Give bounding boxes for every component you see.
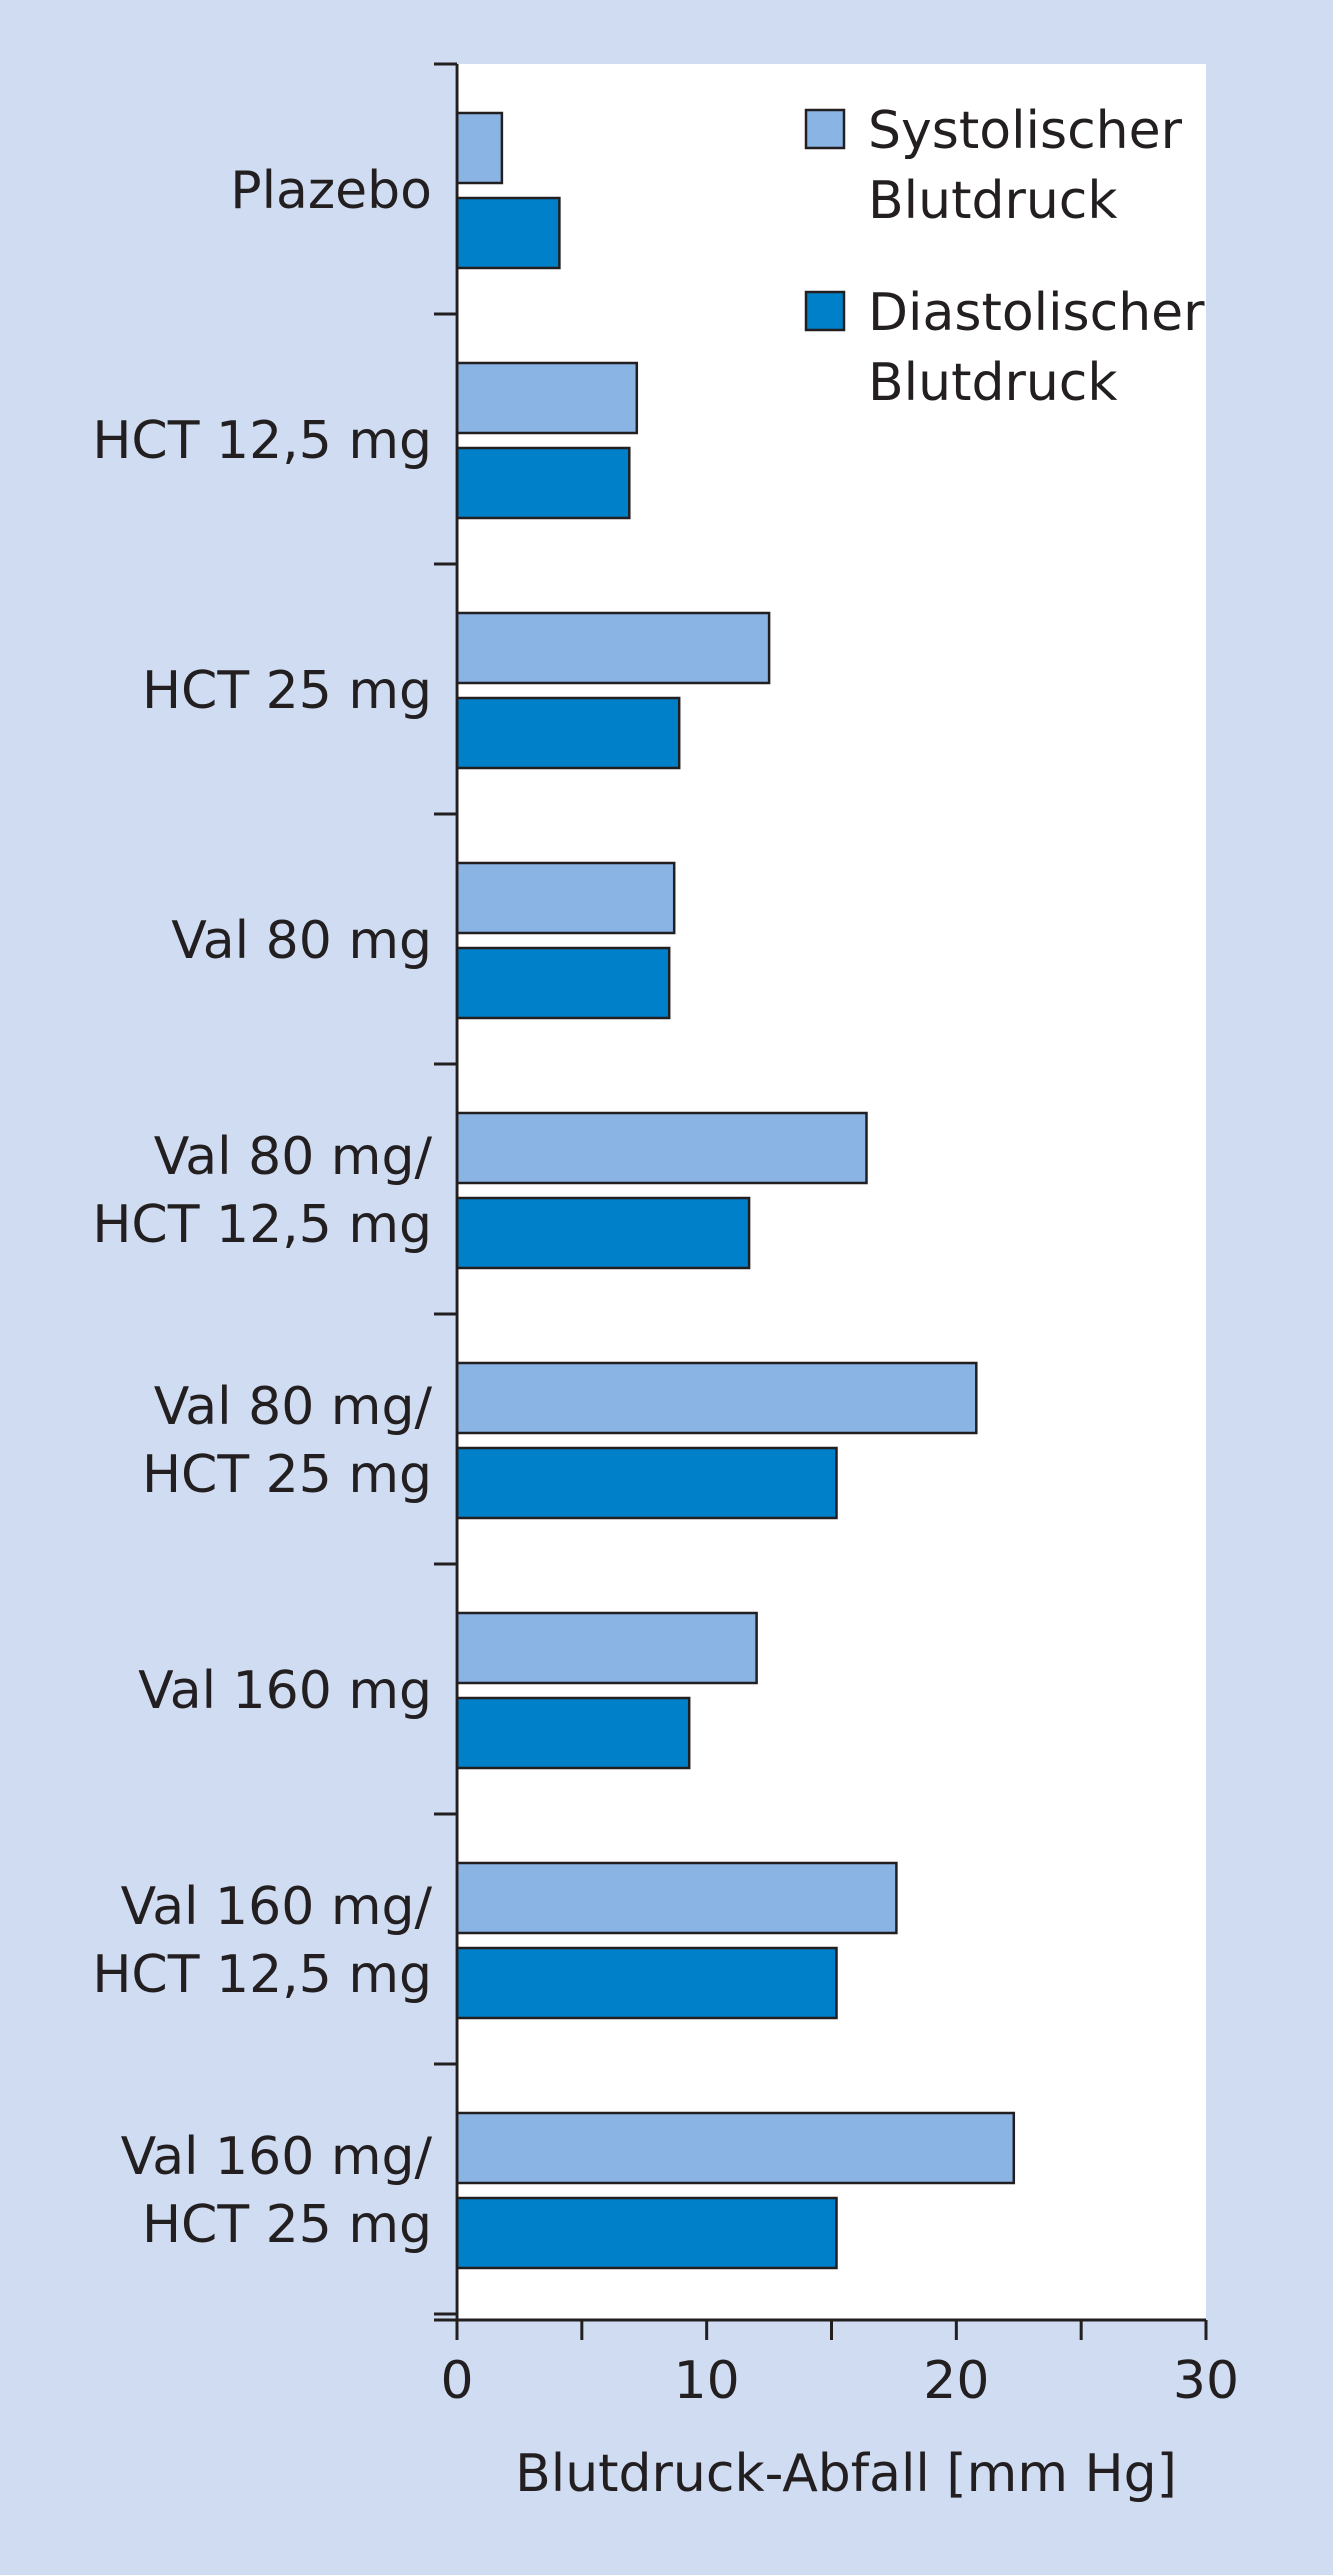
bar-systolic-0 — [455, 111, 504, 185]
bar-diastolic-6 — [455, 1696, 691, 1770]
bar-systolic-8 — [455, 2111, 1016, 2185]
bar-diastolic-5 — [455, 1446, 838, 1520]
bar-systolic-3 — [455, 861, 676, 935]
bar-diastolic-7 — [455, 1946, 838, 2020]
category-label-3: Val 80 mg — [171, 911, 432, 971]
bar-systolic-5 — [455, 1361, 978, 1435]
legend-label-0-line-1: Blutdruck — [868, 171, 1118, 231]
bar-diastolic-4 — [455, 1196, 751, 1270]
legend-swatch-0 — [804, 108, 846, 150]
category-label-0: Plazebo — [230, 161, 432, 221]
x-tick-label: 20 — [923, 2351, 989, 2411]
category-label-4-line-0: Val 80 mg/ — [154, 1127, 433, 1187]
bar-systolic-4 — [455, 1111, 868, 1185]
bar-systolic-7 — [455, 1861, 898, 1935]
x-axis: 0 10 20 30 — [434, 2318, 1239, 2411]
bar-systolic-2 — [455, 611, 771, 685]
category-label-6: Val 160 mg — [138, 1661, 432, 1721]
legend: Systolischer Blutdruck Diastolischer Blutdr… — [804, 101, 1205, 413]
legend-label-1-line-1: Blutdruck — [868, 353, 1118, 413]
bar-diastolic-1 — [455, 446, 631, 520]
category-label-8-line-0: Val 160 mg/ — [121, 2127, 433, 2187]
category-label-1: HCT 12,5 mg — [92, 411, 432, 471]
y-axis: Plazebo HCT 12,5 mg HCT 25 mg Val 80 mg Val … — [92, 62, 459, 2320]
x-tick-label: 30 — [1173, 2351, 1239, 2411]
category-label-7-line-0: Val 160 mg/ — [121, 1877, 433, 1937]
category-label-2: HCT 25 mg — [142, 661, 432, 721]
plot-area — [455, 64, 1206, 2320]
x-tick-label: 10 — [674, 2351, 740, 2411]
x-tick-label: 0 — [440, 2351, 473, 2411]
bar-diastolic-2 — [455, 696, 681, 770]
bar-diastolic-0 — [455, 196, 561, 270]
bars-group — [455, 111, 1016, 2270]
category-label-5-line-0: Val 80 mg/ — [154, 1377, 433, 1437]
bar-systolic-6 — [455, 1611, 758, 1685]
bar-diastolic-8 — [455, 2196, 838, 2270]
category-label-7-line-1: HCT 12,5 mg — [92, 1945, 432, 2005]
x-axis-label: Blutdruck-Abfall [mm Hg] — [515, 2444, 1177, 2504]
legend-label-0-line-0: Systolischer — [868, 101, 1183, 161]
bar-systolic-1 — [455, 361, 639, 435]
category-label-5-line-1: HCT 25 mg — [142, 1445, 432, 1505]
bar-diastolic-3 — [455, 946, 671, 1020]
category-label-8-line-1: HCT 25 mg — [142, 2195, 432, 2255]
category-label-4-line-1: HCT 12,5 mg — [92, 1195, 432, 1255]
legend-swatch-1 — [804, 290, 846, 332]
legend-label-1-line-0: Diastolischer — [868, 283, 1205, 343]
